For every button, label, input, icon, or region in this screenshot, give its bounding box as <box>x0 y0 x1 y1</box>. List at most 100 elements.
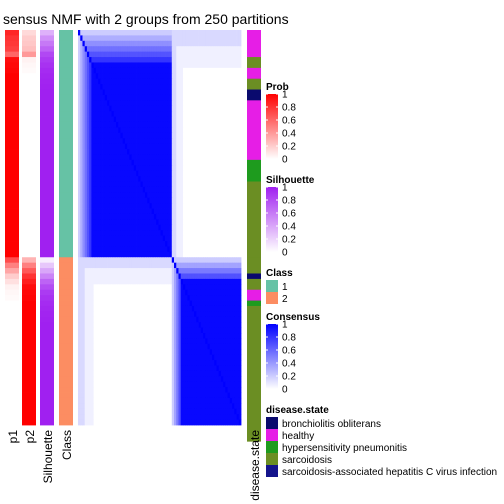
consensus-cell <box>120 100 123 106</box>
consensus-cell <box>152 176 155 182</box>
consensus-cell <box>212 246 215 252</box>
silhouette-cell <box>40 225 54 231</box>
consensus-cell <box>196 68 199 74</box>
consensus-cell <box>152 284 155 290</box>
consensus-cell <box>105 176 108 182</box>
consensus-cell <box>89 360 92 366</box>
consensus-cell <box>152 306 155 312</box>
consensus-cell <box>239 290 242 296</box>
consensus-cell <box>205 365 208 371</box>
p1-cell <box>5 236 19 242</box>
consensus-cell <box>239 225 242 231</box>
annotation-columns <box>5 30 73 425</box>
consensus-cell <box>143 106 146 112</box>
consensus-cell <box>143 371 146 377</box>
consensus-cell <box>111 371 114 377</box>
class-cell <box>59 214 73 220</box>
consensus-cell <box>221 203 224 209</box>
consensus-cell <box>96 241 99 247</box>
consensus-cell <box>190 154 193 160</box>
consensus-cell <box>96 273 99 279</box>
p1-cell <box>5 198 19 204</box>
consensus-cell <box>239 355 242 361</box>
consensus-cell <box>228 328 231 334</box>
consensus-cell <box>239 35 242 41</box>
consensus-cell <box>105 328 108 334</box>
consensus-cell <box>228 241 231 247</box>
consensus-cell <box>239 46 242 52</box>
consensus-cell <box>143 225 146 231</box>
consensus-cell <box>136 73 139 79</box>
consensus-cell <box>96 160 99 166</box>
consensus-cell <box>89 154 92 160</box>
consensus-cell <box>105 236 108 242</box>
consensus-cell <box>212 144 215 150</box>
consensus-cell <box>165 182 168 188</box>
consensus-cell <box>127 355 130 361</box>
consensus-cell <box>158 176 161 182</box>
consensus-cell <box>190 360 193 366</box>
consensus-cell <box>152 144 155 150</box>
consensus-cell <box>165 203 168 209</box>
consensus-cell <box>181 192 184 198</box>
consensus-cell <box>221 160 224 166</box>
consensus-cell <box>181 138 184 144</box>
consensus-cell <box>174 62 177 68</box>
p2-cell <box>22 41 36 47</box>
silhouette-cell <box>40 219 54 225</box>
consensus-cell <box>96 295 99 301</box>
consensus-cell <box>143 284 146 290</box>
consensus-cell <box>127 284 130 290</box>
consensus-cell <box>237 165 240 171</box>
consensus-cell <box>80 160 83 166</box>
consensus-cell <box>127 144 130 150</box>
consensus-cell <box>205 138 208 144</box>
p2-cell <box>22 203 36 209</box>
consensus-cell <box>239 127 242 133</box>
consensus-cell <box>127 263 130 269</box>
consensus-cell <box>174 252 177 258</box>
consensus-cell <box>228 209 231 215</box>
consensus-cell <box>158 133 161 139</box>
p1-cell <box>5 376 19 382</box>
consensus-cell <box>105 62 108 68</box>
consensus-cell <box>120 349 123 355</box>
consensus-cell <box>96 225 99 231</box>
consensus-cell <box>143 62 146 68</box>
consensus-cell <box>105 295 108 301</box>
consensus-cell <box>127 111 130 117</box>
consensus-cell <box>228 52 231 58</box>
consensus-cell <box>120 279 123 285</box>
consensus-cell <box>228 165 231 171</box>
consensus-cell <box>158 106 161 112</box>
silhouette-cell <box>40 403 54 409</box>
consensus-cell <box>89 52 92 58</box>
consensus-cell <box>96 79 99 85</box>
consensus-cell <box>228 46 231 52</box>
consensus-cell <box>120 176 123 182</box>
silhouette-cell <box>40 30 54 36</box>
consensus-cell <box>158 301 161 307</box>
consensus-cell <box>105 57 108 63</box>
consensus-cell <box>80 263 83 269</box>
consensus-cell <box>165 230 168 236</box>
consensus-cell <box>237 355 240 361</box>
consensus-cell <box>221 246 224 252</box>
consensus-cell <box>205 360 208 366</box>
p2-cell <box>22 252 36 258</box>
consensus-cell <box>111 117 114 123</box>
consensus-cell <box>190 84 193 90</box>
consensus-cell <box>190 62 193 68</box>
consensus-cell <box>239 95 242 101</box>
consensus-cell <box>165 41 168 47</box>
consensus-cell <box>120 284 123 290</box>
consensus-cell <box>105 219 108 225</box>
consensus-cell <box>127 376 130 382</box>
consensus-cell <box>228 306 231 312</box>
class-cell <box>59 409 73 415</box>
p2-cell <box>22 360 36 366</box>
consensus-cell <box>196 219 199 225</box>
consensus-cell <box>212 344 215 350</box>
consensus-cell <box>111 192 114 198</box>
silhouette-cell <box>40 252 54 258</box>
